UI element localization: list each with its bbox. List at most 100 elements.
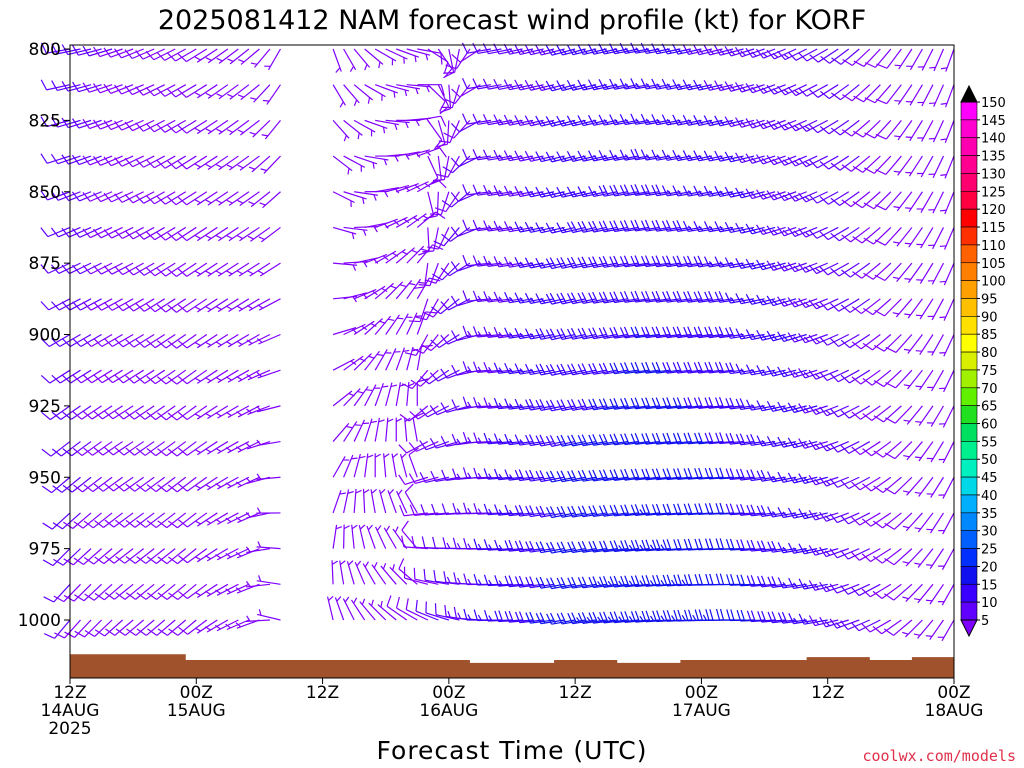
- colorbar-tick-label: 140: [981, 132, 1006, 147]
- barb-feather: [787, 227, 796, 237]
- barb-feather: [864, 132, 875, 139]
- barb-feather: [662, 397, 668, 409]
- wind-barb: [42, 548, 71, 567]
- barb-feather: [451, 399, 458, 411]
- wind-barb: [73, 512, 102, 529]
- barb-feather: [509, 438, 514, 445]
- barb-feather: [488, 544, 493, 551]
- barb-feather: [41, 411, 51, 421]
- barb-feather: [873, 380, 885, 388]
- wind-barb: [874, 262, 902, 282]
- colorbar-tick-label: 30: [981, 525, 998, 540]
- barb-feather: [809, 124, 819, 134]
- barb-feather: [156, 51, 166, 61]
- wind-barb: [226, 262, 250, 277]
- barb-staff: [186, 334, 208, 349]
- barb-feather: [362, 229, 367, 236]
- wind-barb: [745, 47, 776, 59]
- barb-feather: [787, 191, 796, 202]
- wind-barb: [673, 503, 702, 516]
- barb-feather: [719, 573, 725, 585]
- wind-barb: [71, 191, 102, 202]
- wind-barb: [353, 386, 373, 407]
- barb-feather: [577, 328, 584, 340]
- barb-feather: [665, 255, 672, 267]
- barb-staff: [186, 298, 208, 313]
- barb-feather: [397, 317, 404, 320]
- barb-feather: [51, 374, 61, 384]
- barb-feather: [235, 587, 242, 593]
- barb-feather: [61, 338, 71, 347]
- wind-barb: [364, 48, 384, 69]
- barb-feather: [518, 504, 525, 516]
- barb-feather: [577, 435, 584, 446]
- barb-staff: [872, 262, 892, 280]
- wind-barb: [177, 262, 208, 277]
- barb-feather: [736, 610, 742, 622]
- wind-barb: [409, 405, 439, 420]
- barb-staff: [817, 155, 839, 169]
- barb-feather: [571, 541, 578, 553]
- barb-staff: [144, 441, 166, 456]
- wind-barb: [114, 191, 144, 203]
- barb-feather: [687, 361, 693, 373]
- wind-barb: [514, 186, 544, 198]
- barb-feather: [546, 542, 553, 554]
- barb-feather: [447, 610, 451, 618]
- barb-feather: [687, 225, 693, 232]
- barb-feather: [672, 149, 679, 161]
- wind-barb: [808, 439, 839, 451]
- barb-staff: [121, 84, 144, 95]
- barb-staff: [122, 369, 144, 384]
- barb-feather: [672, 185, 679, 197]
- barb-feather: [602, 540, 609, 552]
- wind-barb: [353, 84, 374, 104]
- barb-feather: [257, 304, 264, 309]
- wind-barb: [93, 226, 123, 239]
- colorbar-tick-label: 50: [981, 453, 998, 468]
- barb-staff: [121, 48, 144, 59]
- barb-feather: [556, 329, 563, 340]
- wind-barb: [829, 548, 860, 559]
- barb-feather: [409, 504, 416, 516]
- barb-feather: [556, 186, 563, 198]
- barb-feather: [620, 575, 626, 588]
- barb-staff: [175, 262, 197, 277]
- barb-staff: [91, 369, 113, 384]
- wind-barb: [939, 262, 955, 286]
- wind-barb: [902, 476, 923, 496]
- wind-barb: [831, 48, 860, 65]
- wind-barb: [735, 293, 765, 305]
- barb-feather: [467, 366, 472, 373]
- barb-feather: [256, 507, 262, 514]
- barb-feather: [82, 82, 90, 93]
- wind-barb: [40, 190, 71, 201]
- wind-barb: [104, 441, 134, 456]
- wind-barb: [840, 548, 871, 560]
- barb-feather: [125, 338, 135, 348]
- barb-feather: [620, 433, 626, 445]
- barb-feather: [394, 123, 398, 130]
- barb-staff: [165, 405, 187, 421]
- barb-feather: [787, 297, 796, 308]
- barb-feather: [215, 624, 221, 630]
- barb-feather: [399, 413, 410, 422]
- wind-barb: [40, 262, 71, 274]
- colorbar-tick-label: 135: [981, 150, 1006, 165]
- barb-feather: [473, 503, 479, 515]
- barb-staff: [123, 405, 144, 420]
- barb-staff: [79, 226, 102, 238]
- barb-feather: [545, 471, 553, 483]
- barb-staff: [709, 155, 734, 162]
- wind-barb: [851, 441, 881, 456]
- barb-feather: [688, 609, 693, 621]
- wind-barb: [385, 314, 404, 335]
- barb-feather: [546, 506, 553, 518]
- barb-feather: [347, 490, 354, 494]
- barb-feather: [614, 154, 620, 161]
- barb-feather: [581, 327, 588, 339]
- colorbar-tick-label: 80: [981, 346, 998, 361]
- barb-staff: [806, 84, 829, 97]
- wind-barb: [136, 583, 166, 600]
- wind-barb: [194, 155, 218, 170]
